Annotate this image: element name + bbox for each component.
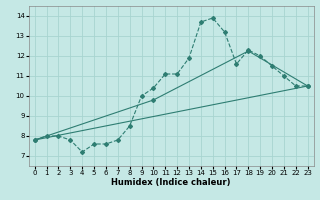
- X-axis label: Humidex (Indice chaleur): Humidex (Indice chaleur): [111, 178, 231, 187]
